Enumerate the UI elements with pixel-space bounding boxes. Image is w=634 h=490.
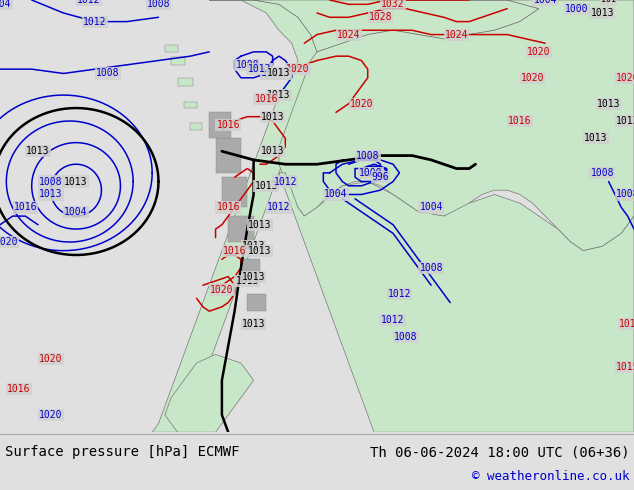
Polygon shape [228, 216, 254, 242]
Text: 1008: 1008 [356, 150, 380, 161]
Text: 1008: 1008 [616, 190, 634, 199]
Text: 1008: 1008 [96, 69, 120, 78]
Text: 1008: 1008 [419, 263, 443, 273]
Text: 1013: 1013 [235, 276, 259, 286]
Text: 1012: 1012 [387, 289, 411, 299]
Text: 1012: 1012 [261, 69, 285, 78]
Text: 1008: 1008 [590, 168, 614, 178]
Text: 1015: 1015 [616, 362, 634, 372]
Polygon shape [241, 259, 260, 281]
Text: 1000: 1000 [565, 3, 589, 14]
Text: 1004: 1004 [324, 190, 348, 199]
Polygon shape [279, 173, 634, 432]
Polygon shape [165, 354, 254, 432]
Polygon shape [190, 123, 202, 130]
Text: 1004: 1004 [533, 0, 557, 5]
Text: 1028: 1028 [368, 12, 392, 22]
Text: 1016: 1016 [13, 202, 37, 213]
Text: 1012: 1012 [77, 0, 101, 5]
Text: © weatheronline.co.uk: © weatheronline.co.uk [472, 469, 630, 483]
Text: 1008: 1008 [39, 176, 63, 187]
Text: 1013: 1013 [39, 190, 63, 199]
Text: 1024: 1024 [444, 29, 469, 40]
Text: 1016: 1016 [7, 384, 31, 394]
Text: 1012: 1012 [83, 17, 107, 26]
Polygon shape [216, 138, 241, 173]
Text: 1012: 1012 [267, 202, 291, 213]
Text: 1032: 1032 [381, 0, 405, 9]
Text: 1004: 1004 [0, 0, 12, 9]
Text: 1013: 1013 [64, 176, 88, 187]
Text: 1008: 1008 [394, 332, 418, 342]
Text: 1013: 1013 [242, 319, 266, 329]
Polygon shape [178, 78, 193, 86]
Text: 1013: 1013 [242, 271, 266, 282]
Text: 1024: 1024 [337, 29, 361, 40]
Text: 1000: 1000 [359, 168, 383, 178]
Polygon shape [209, 0, 539, 52]
Text: 1016: 1016 [508, 116, 532, 126]
Text: 1004: 1004 [64, 207, 88, 217]
Polygon shape [279, 0, 634, 251]
Text: 1016: 1016 [223, 245, 247, 256]
Text: 1013: 1013 [254, 181, 278, 191]
Text: 1016: 1016 [216, 202, 240, 213]
Text: 1020: 1020 [39, 410, 63, 420]
Text: 1013: 1013 [616, 116, 634, 126]
Text: Surface pressure [hPa] ECMWF: Surface pressure [hPa] ECMWF [5, 445, 240, 459]
Polygon shape [222, 177, 247, 207]
Text: 1004: 1004 [419, 202, 443, 213]
Text: 1020: 1020 [349, 98, 373, 109]
Text: 1020: 1020 [521, 73, 545, 83]
Text: 1016: 1016 [254, 95, 278, 104]
Polygon shape [247, 294, 266, 311]
Text: 1020: 1020 [616, 73, 634, 83]
Text: 1020: 1020 [286, 64, 310, 74]
Text: 1016: 1016 [216, 121, 240, 130]
Text: 1013: 1013 [261, 146, 285, 156]
Text: 1013: 1013 [584, 133, 608, 143]
Text: 1008: 1008 [146, 0, 171, 9]
Text: 1013: 1013 [597, 98, 621, 109]
Text: 1013: 1013 [248, 220, 272, 230]
Text: 1012: 1012 [381, 315, 405, 325]
Text: 101: 101 [601, 0, 616, 4]
Polygon shape [152, 0, 317, 432]
Polygon shape [209, 112, 231, 138]
Text: 1013: 1013 [590, 8, 614, 18]
Text: 1013: 1013 [248, 245, 272, 256]
Text: 1020: 1020 [39, 354, 63, 364]
Text: 1013: 1013 [26, 146, 50, 156]
Text: 1020: 1020 [527, 47, 551, 57]
Polygon shape [165, 46, 178, 52]
Text: 101: 101 [619, 319, 634, 329]
Text: 1013: 1013 [267, 69, 291, 78]
Text: 1020: 1020 [210, 285, 234, 294]
Text: 1013: 1013 [267, 90, 291, 100]
Text: 1020: 1020 [0, 237, 18, 247]
Text: 1013: 1013 [248, 64, 272, 74]
Text: 1013: 1013 [242, 242, 266, 251]
Polygon shape [184, 101, 197, 108]
Text: 1012: 1012 [273, 176, 297, 187]
Text: Th 06-06-2024 18:00 UTC (06+36): Th 06-06-2024 18:00 UTC (06+36) [370, 445, 630, 459]
Polygon shape [171, 57, 185, 65]
Text: 996: 996 [372, 172, 389, 182]
Text: 1008: 1008 [235, 60, 259, 70]
Text: 1013: 1013 [261, 112, 285, 122]
